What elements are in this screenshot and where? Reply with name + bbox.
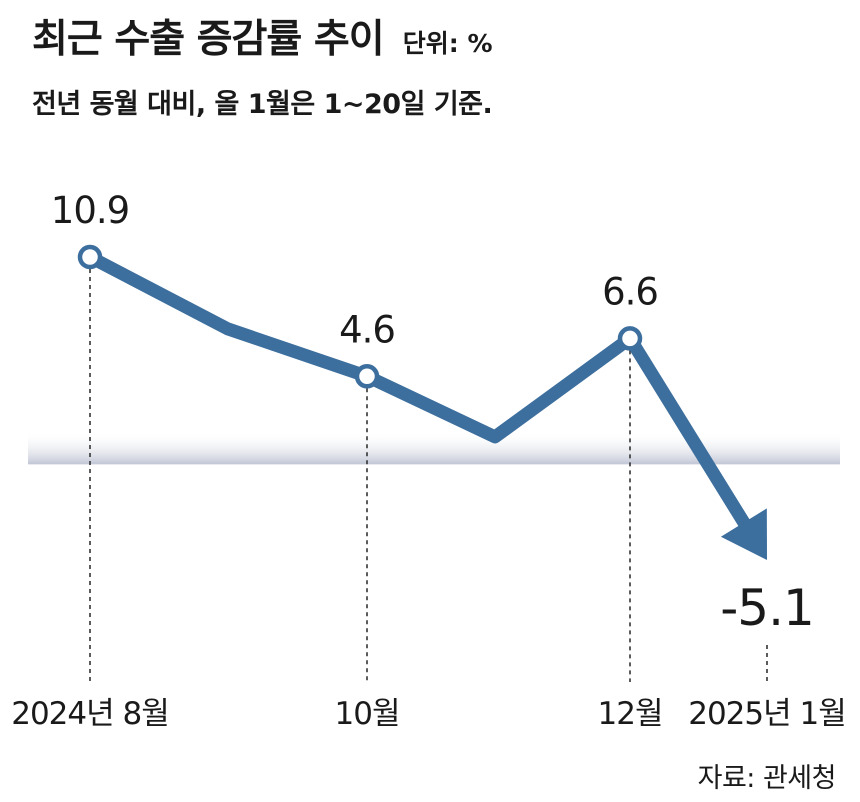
x-tick-label: 12월 [598, 696, 663, 732]
data-label: 4.6 [339, 308, 395, 351]
x-tick-label: 2025년 1월 [688, 696, 846, 732]
source-note: 자료: 관세청 [697, 763, 837, 794]
chart-title: 최근 수출 증감률 추이 [32, 17, 385, 62]
data-point [617, 326, 643, 351]
x-tick-label: 2024년 8월 [11, 696, 169, 732]
data-label: 10.9 [51, 189, 129, 232]
unit-label: 단위: % [402, 29, 493, 58]
x-tick-label: 10월 [335, 696, 400, 732]
zero-band [28, 431, 840, 464]
data-label: 6.6 [602, 270, 658, 313]
data-point [354, 364, 380, 389]
chart-subtitle: 전년 동월 대비, 올 1월은 1~20일 기준. [32, 89, 493, 120]
title-row: 최근 수출 증감률 추이 단위: % [32, 8, 493, 64]
arrow-head [720, 508, 767, 560]
series-line [83, 250, 751, 530]
data-point [77, 244, 103, 270]
data-label: -5.1 [720, 579, 814, 637]
